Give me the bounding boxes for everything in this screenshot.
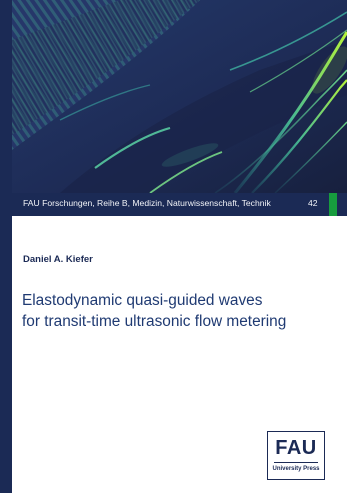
series-band <box>0 193 347 216</box>
wave-dispersion-illustration <box>0 0 347 193</box>
book-title-line-1: Elastodynamic quasi-guided waves <box>22 292 263 309</box>
author-name: Daniel A. Kiefer <box>23 254 93 265</box>
publisher-logo-rule <box>274 462 318 464</box>
series-title: FAU Forschungen, Reihe B, Medizin, Natur… <box>23 198 271 208</box>
publisher-subtitle: University Press <box>272 466 320 473</box>
series-accent-bar <box>329 193 337 216</box>
series-volume-number: 42 <box>308 198 318 208</box>
publisher-wordmark: FAU <box>275 437 317 459</box>
book-title: Elastodynamic quasi-guided waves for tra… <box>22 291 332 332</box>
cover-artwork <box>0 0 347 193</box>
fau-university-press-logo: FAU University Press <box>267 431 325 480</box>
book-title-line-2: for transit-time ultrasonic flow meterin… <box>22 312 287 330</box>
cover-left-border <box>0 0 12 493</box>
